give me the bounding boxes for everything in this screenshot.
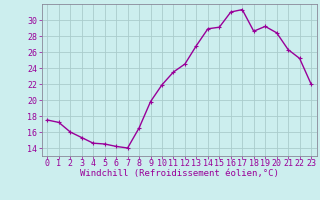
X-axis label: Windchill (Refroidissement éolien,°C): Windchill (Refroidissement éolien,°C) xyxy=(80,169,279,178)
